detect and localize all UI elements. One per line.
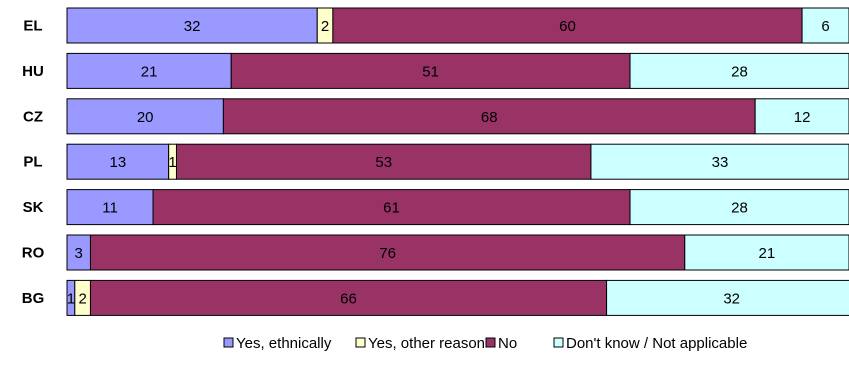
data-label-cz-series-0: 20 [137,109,154,126]
data-label-el-series-1: 2 [321,18,329,35]
data-label-el-series-0: 32 [184,18,201,35]
data-label-el-series-2: 60 [559,18,576,35]
bar-segment-sk-series-2 [152,189,631,226]
legend-swatch-series-0 [223,337,234,348]
bar-segment-ro-series-2 [89,234,686,271]
data-label-cz-series-3: 12 [794,109,811,126]
data-label-ro-series-0: 3 [75,245,83,262]
bar-segment-hu-series-2 [230,52,631,89]
bar-segment-bg-series-2 [89,279,608,316]
legend: Yes, ethnically Yes, other reason No Don't … [223,335,747,352]
bar-segment-el-series-0 [66,7,318,44]
bar-segment-pl-series-3 [590,143,849,180]
category-labels: EL HU CZ PL SK RO BG [22,18,45,307]
data-label-el-series-3: 6 [821,18,829,35]
data-label-sk-series-3: 28 [731,200,748,217]
bar-segment-bg-series-3 [606,279,849,316]
data-label-sk-series-2: 61 [383,200,400,217]
data-label-pl-series-2: 53 [375,154,392,171]
legend-swatch-series-1 [355,337,366,348]
bar-segment-hu-series-3 [629,52,849,89]
category-label-bg: BG [22,290,45,307]
category-label-pl: PL [23,154,42,171]
data-label-hu-series-0: 21 [141,63,158,80]
data-label-ro-series-2: 76 [379,245,396,262]
bar-segment-sk-series-0 [66,189,154,226]
data-label-hu-series-2: 51 [422,63,439,80]
data-label-bg-series-1: 2 [78,290,86,307]
data-label-ro-series-3: 21 [759,245,776,262]
data-label-pl-series-1: 1 [168,154,176,171]
category-label-ro: RO [22,245,45,262]
legend-label-series-3: Don't know / Not applicable [566,335,747,352]
legend-label-series-2: No [498,335,517,352]
legend-swatch-series-2 [485,337,496,348]
category-label-hu: HU [22,63,44,80]
legend-swatch-series-3 [553,337,564,348]
data-label-bg-series-2: 66 [340,290,357,307]
bar-segment-el-series-2 [332,7,803,44]
data-label-bg-series-3: 32 [723,290,740,307]
bar-segment-pl-series-0 [66,143,170,180]
category-label-el: EL [23,18,42,35]
data-label-pl-series-3: 33 [712,154,729,171]
data-label-pl-series-0: 13 [109,154,126,171]
data-label-hu-series-3: 28 [731,63,748,80]
category-label-cz: CZ [23,108,43,125]
bar-segment-pl-series-2 [175,143,592,180]
legend-label-series-1: Yes, other reason [368,335,485,352]
bar-segment-el-series-3 [801,7,849,44]
data-label-bg-series-0: 1 [67,290,75,307]
bar-segment-ro-series-3 [684,234,849,271]
data-label-cz-series-2: 68 [481,109,498,126]
bar-segment-cz-series-0 [66,98,224,135]
legend-label-series-0: Yes, ethnically [236,335,332,352]
data-label-sk-series-0: 11 [102,200,118,217]
bar-segment-hu-series-0 [66,52,232,89]
category-label-sk: SK [23,199,44,216]
